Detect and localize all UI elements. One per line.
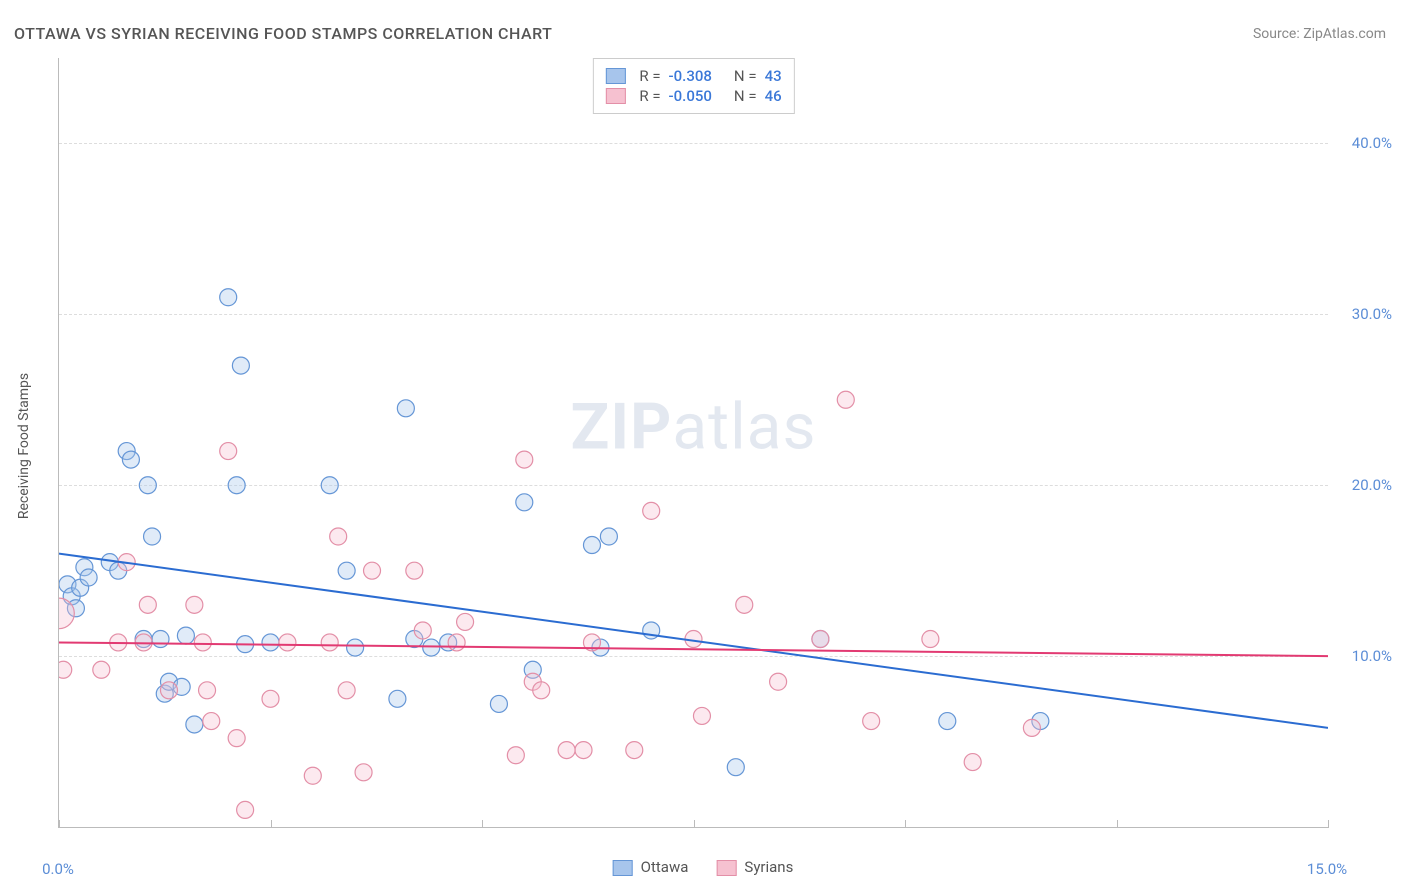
data-point [232, 357, 249, 374]
legend-label-syrians: Syrians [744, 858, 793, 876]
data-point [964, 754, 981, 771]
data-point [516, 451, 533, 468]
data-point [939, 713, 956, 730]
data-point [321, 634, 338, 651]
source-link[interactable]: ZipAtlas.com [1303, 26, 1386, 42]
data-point [397, 400, 414, 417]
data-point [186, 596, 203, 613]
data-point [863, 713, 880, 730]
r-label: R = [639, 87, 660, 105]
stats-legend-box: R = -0.308 N = 43 R = -0.050 N = 46 [592, 58, 794, 114]
data-point [812, 631, 829, 648]
data-point [414, 622, 431, 639]
data-point [626, 742, 643, 759]
data-point [203, 713, 220, 730]
correlation-chart: OTTAWA VS SYRIAN RECEIVING FOOD STAMPS C… [0, 0, 1406, 892]
legend-item-ottawa: Ottawa [613, 858, 689, 876]
source-attribution: Source: ZipAtlas.com [1253, 26, 1386, 42]
data-point [228, 477, 245, 494]
swatch-syrians [716, 860, 736, 876]
data-point [262, 690, 279, 707]
data-point [693, 707, 710, 724]
data-point [457, 613, 474, 630]
plot-svg [59, 58, 1328, 827]
r-label: R = [639, 67, 660, 85]
data-point [643, 502, 660, 519]
data-point [922, 631, 939, 648]
data-point [199, 682, 216, 699]
data-point [279, 634, 296, 651]
data-point [448, 634, 465, 651]
data-point [837, 391, 854, 408]
data-point [330, 528, 347, 545]
x-tick-label: 15.0% [1307, 860, 1347, 878]
data-point [80, 569, 97, 586]
data-point [59, 661, 72, 678]
data-point [122, 451, 139, 468]
y-tick-label: 40.0% [1352, 134, 1392, 152]
swatch-ottawa [613, 860, 633, 876]
data-point [507, 747, 524, 764]
legend-label-ottawa: Ottawa [641, 858, 689, 876]
data-point [558, 742, 575, 759]
source-label: Source: [1253, 26, 1303, 42]
data-point [516, 494, 533, 511]
data-point [736, 596, 753, 613]
data-point [338, 562, 355, 579]
data-point [727, 759, 744, 776]
series-legend: Ottawa Syrians [613, 858, 794, 876]
y-axis-label: Receiving Food Stamps [16, 373, 32, 519]
data-point [237, 801, 254, 818]
n-label: N = [734, 87, 757, 105]
data-point [533, 682, 550, 699]
r-value-ottawa: -0.308 [669, 67, 712, 85]
data-point [152, 631, 169, 648]
stats-row-syrians: R = -0.050 N = 46 [605, 87, 781, 105]
data-point [177, 627, 194, 644]
data-point [220, 289, 237, 306]
data-point [160, 682, 177, 699]
y-tick-label: 20.0% [1352, 476, 1392, 494]
data-point [355, 764, 372, 781]
data-point [144, 528, 161, 545]
data-point [93, 661, 110, 678]
data-point [338, 682, 355, 699]
stats-row-ottawa: R = -0.308 N = 43 [605, 67, 781, 85]
chart-title: OTTAWA VS SYRIAN RECEIVING FOOD STAMPS C… [14, 24, 552, 43]
data-point [262, 634, 279, 651]
swatch-ottawa [605, 68, 625, 84]
swatch-syrians [605, 88, 625, 104]
n-value-syrians: 46 [765, 87, 782, 105]
data-point [364, 562, 381, 579]
y-tick-label: 30.0% [1352, 305, 1392, 323]
data-point [575, 742, 592, 759]
data-point [770, 673, 787, 690]
data-point [304, 767, 321, 784]
data-point [186, 716, 203, 733]
data-point [347, 639, 364, 656]
data-point [600, 528, 617, 545]
data-point [490, 695, 507, 712]
y-tick-label: 10.0% [1352, 647, 1392, 665]
data-point [406, 562, 423, 579]
data-point [228, 730, 245, 747]
plot-area: R = -0.308 N = 43 R = -0.050 N = 46 ZIPa… [58, 58, 1328, 828]
data-point [583, 537, 600, 554]
x-tick-label: 0.0% [42, 860, 74, 878]
data-point [321, 477, 338, 494]
n-value-ottawa: 43 [765, 67, 782, 85]
r-value-syrians: -0.050 [669, 87, 712, 105]
n-label: N = [734, 67, 757, 85]
data-point [194, 634, 211, 651]
data-point [389, 690, 406, 707]
data-point [220, 443, 237, 460]
data-point [1023, 719, 1040, 736]
data-point [423, 639, 440, 656]
data-point [139, 596, 156, 613]
data-point [139, 477, 156, 494]
legend-item-syrians: Syrians [716, 858, 793, 876]
